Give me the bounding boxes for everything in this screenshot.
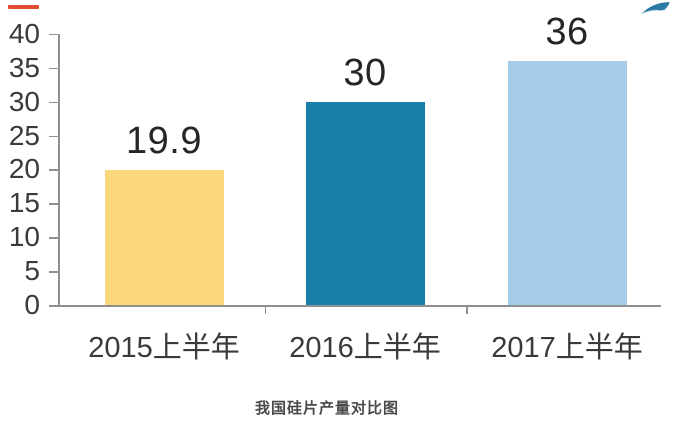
y-axis-tick-label: 20: [8, 153, 40, 185]
logo-swoosh-icon: [641, 2, 670, 14]
bar-2015上半年: [104, 170, 224, 305]
y-axis-tick: [49, 237, 60, 239]
y-axis-tick-label: 0: [24, 289, 40, 320]
x-axis-tick: [264, 305, 266, 314]
y-axis-tick-label: 5: [24, 255, 40, 287]
x-axis-category-label: 2015上半年: [88, 332, 240, 364]
bar-value-label: 30: [343, 51, 387, 94]
chart-title: 我国硅片产量对比图: [254, 400, 399, 417]
x-axis-category-label: 2017上半年: [491, 332, 643, 364]
y-axis-tick: [49, 67, 60, 70]
y-axis-tick-label: 40: [8, 17, 40, 49]
bar-2017上半年: [507, 60, 627, 305]
y-axis-tick: [49, 203, 60, 205]
y-axis-tick: [49, 135, 60, 137]
bar-value-label: 19.9: [126, 120, 202, 163]
y-axis-tick: [49, 271, 60, 273]
bar-2016上半年: [305, 101, 425, 305]
y-axis-tick: [49, 169, 60, 171]
y-axis-tick-label: 30: [8, 85, 40, 117]
y-axis-tick-label: 35: [8, 51, 40, 83]
y-axis-tick-label: 10: [8, 221, 40, 253]
y-axis-tick-label: 15: [8, 187, 40, 219]
x-axis-line: [58, 305, 661, 307]
y-axis-tick-label: 25: [8, 119, 40, 151]
y-axis-tick: [49, 305, 60, 307]
y-axis-tick: [49, 101, 60, 104]
y-axis-tick: [49, 33, 60, 36]
red-dash-decoration: [8, 5, 39, 9]
x-axis-category-label: 2016上半年: [289, 332, 441, 364]
x-axis-tick: [466, 305, 468, 314]
bar-value-label: 36: [545, 10, 589, 53]
